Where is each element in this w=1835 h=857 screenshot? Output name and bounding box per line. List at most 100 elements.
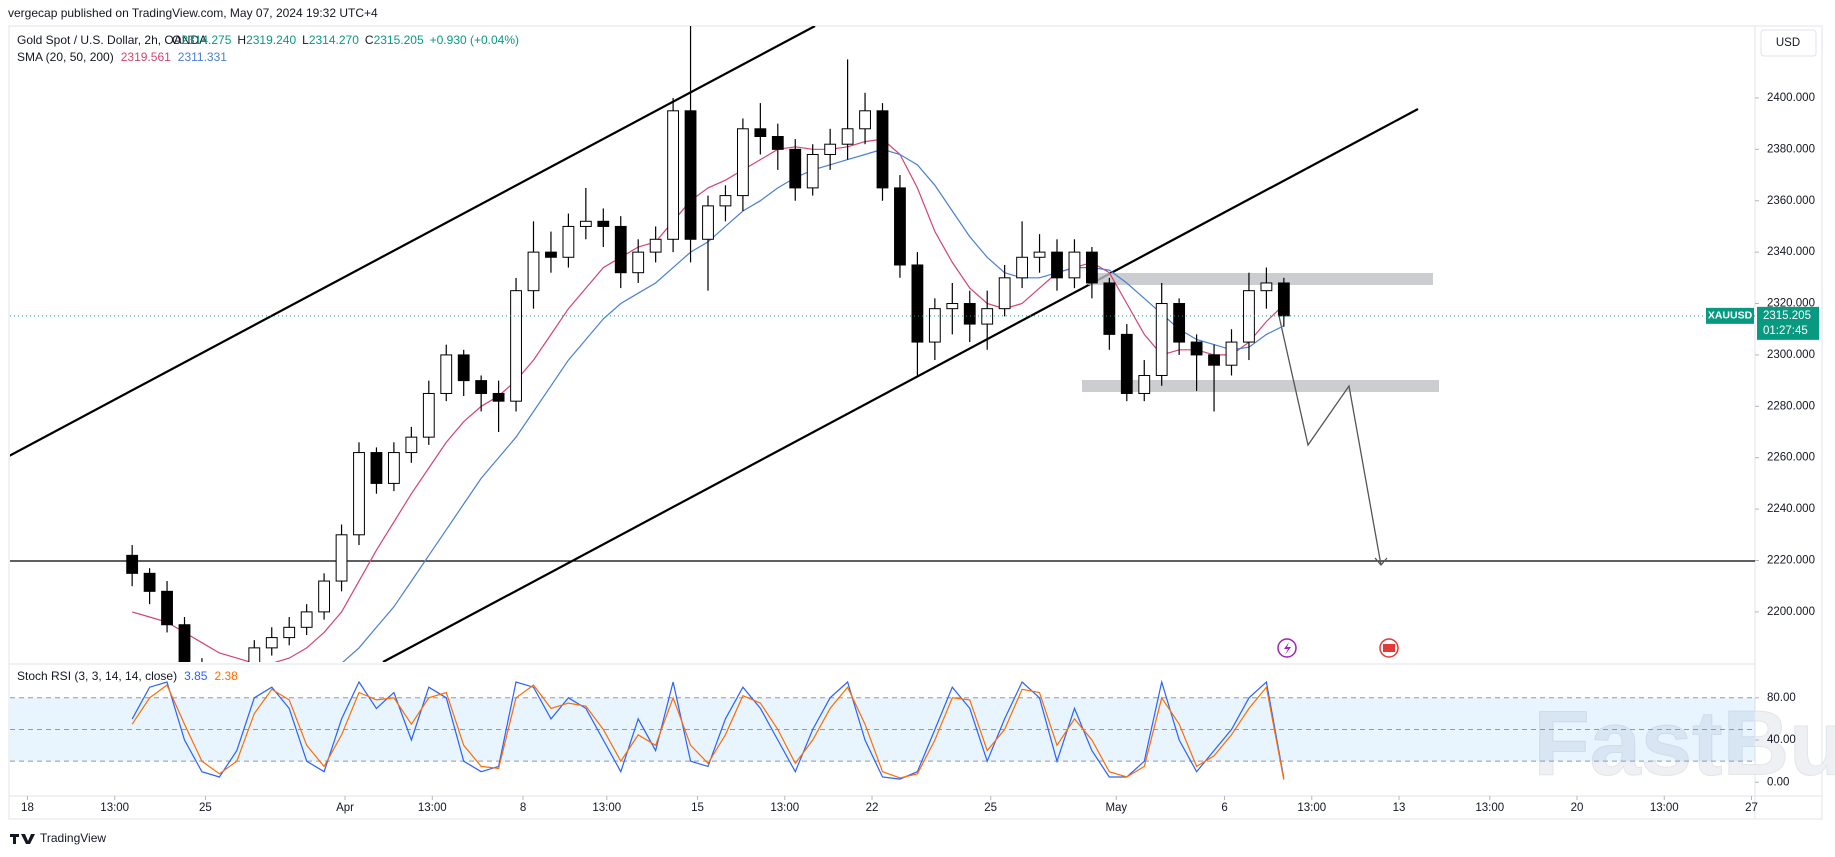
candle-body bbox=[265, 637, 278, 649]
candle-body bbox=[736, 128, 749, 197]
x-tick-label: Apr bbox=[336, 802, 354, 814]
brand: TradingView bbox=[40, 831, 106, 845]
candle-body bbox=[946, 303, 959, 310]
candle-body bbox=[1051, 251, 1063, 279]
candle-body bbox=[335, 534, 348, 582]
y-tick-label: 2320.000 bbox=[1767, 298, 1815, 310]
candle-body bbox=[143, 572, 156, 592]
candle-body bbox=[702, 205, 714, 240]
ohlc-key: H bbox=[237, 33, 246, 47]
candle-body bbox=[1085, 251, 1098, 284]
y-tick-label: 2300.000 bbox=[1767, 349, 1815, 361]
candle-body bbox=[1243, 290, 1255, 343]
stoch-value: 2.38 bbox=[214, 669, 238, 683]
candle-body bbox=[1277, 282, 1290, 317]
chart-title: Gold Spot / U.S. Dollar, 2h, OANDA bbox=[17, 33, 207, 47]
y-tick-label: 2340.000 bbox=[1767, 246, 1815, 258]
candle-body bbox=[1138, 374, 1151, 394]
ohlc-values: O2314.275 H2319.240 L2314.270 C2315.205 +0.9… bbox=[172, 33, 519, 47]
stoch-pane bbox=[10, 679, 1755, 780]
candle-body bbox=[283, 626, 296, 639]
projection-arrow bbox=[1374, 557, 1388, 566]
candle-body bbox=[876, 110, 889, 189]
flag-icon bbox=[1383, 644, 1395, 652]
y-tick-label: 0.00 bbox=[1767, 776, 1789, 788]
candle-body bbox=[719, 195, 732, 207]
countdown: 01:27:45 bbox=[1763, 325, 1808, 337]
candle-body bbox=[214, 684, 225, 694]
candle-body bbox=[475, 380, 488, 394]
candle-body bbox=[928, 308, 941, 343]
candle-body bbox=[963, 303, 976, 325]
stoch-legend: Stoch RSI (3, 3, 14, 14, close) 3.85 2.38 bbox=[17, 669, 238, 683]
candle-body bbox=[1173, 303, 1186, 343]
x-tick-label: 15 bbox=[691, 802, 704, 814]
candle-body bbox=[824, 143, 837, 155]
stoch-value: 3.85 bbox=[184, 669, 208, 683]
y-tick-label: 2280.000 bbox=[1767, 400, 1815, 412]
stoch-label: Stoch RSI (3, 3, 14, 14, close) bbox=[17, 669, 177, 683]
published-line: vergecap published on TradingView.com, M… bbox=[8, 6, 378, 20]
candle-body bbox=[562, 225, 575, 258]
candle-body bbox=[405, 436, 418, 454]
x-tick-label: May bbox=[1105, 802, 1127, 814]
y-tick-label: 2380.000 bbox=[1767, 143, 1815, 155]
candle-body bbox=[981, 308, 994, 325]
x-tick-label: 20 bbox=[1571, 802, 1584, 814]
candle-body bbox=[667, 110, 680, 240]
sma-value: 2319.561 bbox=[121, 50, 171, 64]
candle-body bbox=[771, 135, 784, 150]
candle-body bbox=[806, 153, 819, 189]
candle-body bbox=[632, 251, 645, 274]
candle-body bbox=[1190, 341, 1203, 356]
candle-body bbox=[1120, 333, 1133, 394]
y-tick-label: 80.00 bbox=[1767, 692, 1796, 704]
ohlc-key: C bbox=[365, 33, 374, 47]
channel-lower-line bbox=[382, 108, 1419, 662]
candle-body bbox=[1103, 282, 1116, 335]
x-tick-label: 27 bbox=[1745, 802, 1758, 814]
candle-body bbox=[422, 392, 435, 438]
y-tick-label: 2260.000 bbox=[1767, 452, 1815, 464]
x-tick-label: 6 bbox=[1221, 802, 1227, 814]
candle-body bbox=[178, 624, 191, 662]
candle-body bbox=[684, 110, 697, 240]
ohlc-value: 2314.270 bbox=[309, 33, 359, 47]
y-tick-label: 2240.000 bbox=[1767, 503, 1815, 515]
price-box bbox=[1757, 306, 1819, 340]
y-tick-label: 2200.000 bbox=[1767, 606, 1815, 618]
candle-body bbox=[597, 220, 610, 227]
candle-body bbox=[1016, 256, 1029, 279]
symbol-label: XAUUSD bbox=[1708, 310, 1753, 322]
candle-body bbox=[353, 452, 365, 536]
candle-body bbox=[300, 611, 313, 628]
candle-body bbox=[841, 128, 854, 145]
candle-body bbox=[440, 354, 453, 394]
projection-path bbox=[1278, 315, 1382, 566]
candle-body bbox=[545, 251, 557, 258]
candle-body bbox=[579, 220, 592, 227]
x-tick-label: 25 bbox=[984, 802, 997, 814]
change: +0.930 (+0.04%) bbox=[430, 33, 519, 47]
candle-body bbox=[1155, 303, 1168, 376]
channel-upper-line bbox=[10, 26, 816, 457]
candle-body bbox=[492, 392, 505, 402]
x-tick-label: 13:00 bbox=[418, 802, 447, 814]
y-tick-label: 2360.000 bbox=[1767, 195, 1815, 207]
candle-body bbox=[789, 148, 802, 189]
currency-box[interactable] bbox=[1760, 29, 1817, 57]
candle-body bbox=[1260, 282, 1273, 292]
ohlc-value: 2315.205 bbox=[374, 33, 424, 47]
y-tick-label: 2400.000 bbox=[1767, 92, 1815, 104]
chart-frame bbox=[8, 25, 1823, 820]
y-tick-label: 2220.000 bbox=[1767, 555, 1815, 567]
stoch-line bbox=[131, 684, 1285, 780]
candle-body bbox=[318, 580, 331, 613]
event-icon-bolt bbox=[1284, 642, 1291, 655]
x-tick-label: 8 bbox=[520, 802, 526, 814]
candle-body bbox=[649, 238, 662, 253]
last-price-label: 2315.205 bbox=[1763, 310, 1811, 322]
support-zone bbox=[1082, 380, 1439, 392]
sma-value: 2311.331 bbox=[178, 50, 227, 64]
